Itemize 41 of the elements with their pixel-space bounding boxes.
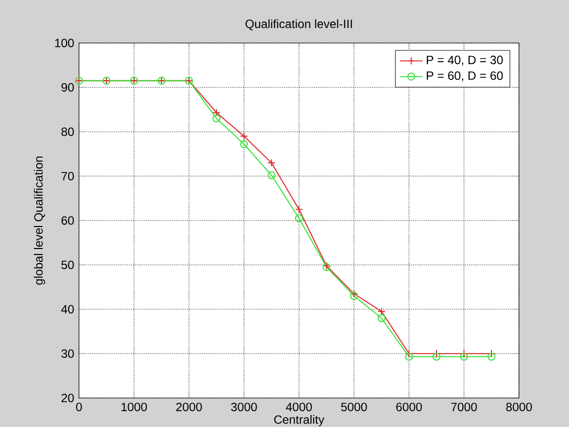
- y-tick-label: 40: [61, 304, 74, 314]
- y-tick-label: 100: [55, 38, 74, 48]
- y-tick-label: 90: [62, 83, 74, 92]
- point: [267, 171, 276, 180]
- point: [294, 214, 303, 222]
- x-tick-label: 8000: [506, 402, 532, 412]
- point: [240, 132, 248, 140]
- x-tick-label: 1000: [122, 402, 147, 412]
- y-tick-label: 20: [62, 394, 74, 402]
- point: [267, 158, 276, 167]
- point: [377, 314, 386, 322]
- point: [460, 352, 468, 361]
- point: [404, 352, 413, 361]
- y-tick-label: 30: [61, 349, 74, 358]
- y-tick-label: 70: [62, 172, 74, 180]
- x-tick-label: 5000: [341, 402, 367, 412]
- x-axis-title: Centrality: [274, 415, 324, 426]
- x-tick-label: 7000: [451, 402, 477, 412]
- point: [487, 350, 496, 358]
- point: [294, 205, 303, 214]
- point: [460, 350, 468, 358]
- x-tick-label: 0: [76, 402, 82, 412]
- x-tick-label: 4000: [286, 402, 312, 412]
- point: [377, 307, 386, 316]
- point: [212, 108, 220, 117]
- y-tick-label: 50: [61, 260, 74, 270]
- chart-title: Qualification level-III: [246, 19, 352, 30]
- point: [487, 352, 496, 361]
- point: [212, 114, 220, 122]
- point: [432, 352, 440, 361]
- legend-label: P = 40, D = 30: [426, 56, 503, 66]
- x-tick-label: 2000: [176, 402, 202, 412]
- y-tick-label: 60: [62, 216, 74, 225]
- point: [240, 140, 248, 148]
- y-tick-label: 80: [61, 127, 74, 136]
- point: [432, 350, 440, 358]
- x-tick-label: 3000: [231, 402, 257, 412]
- legend-label: P = 60, D = 60: [426, 71, 503, 82]
- y-axis-title: global level Qualification: [34, 156, 46, 285]
- point: [404, 350, 413, 358]
- x-tick-label: 6000: [396, 402, 422, 412]
